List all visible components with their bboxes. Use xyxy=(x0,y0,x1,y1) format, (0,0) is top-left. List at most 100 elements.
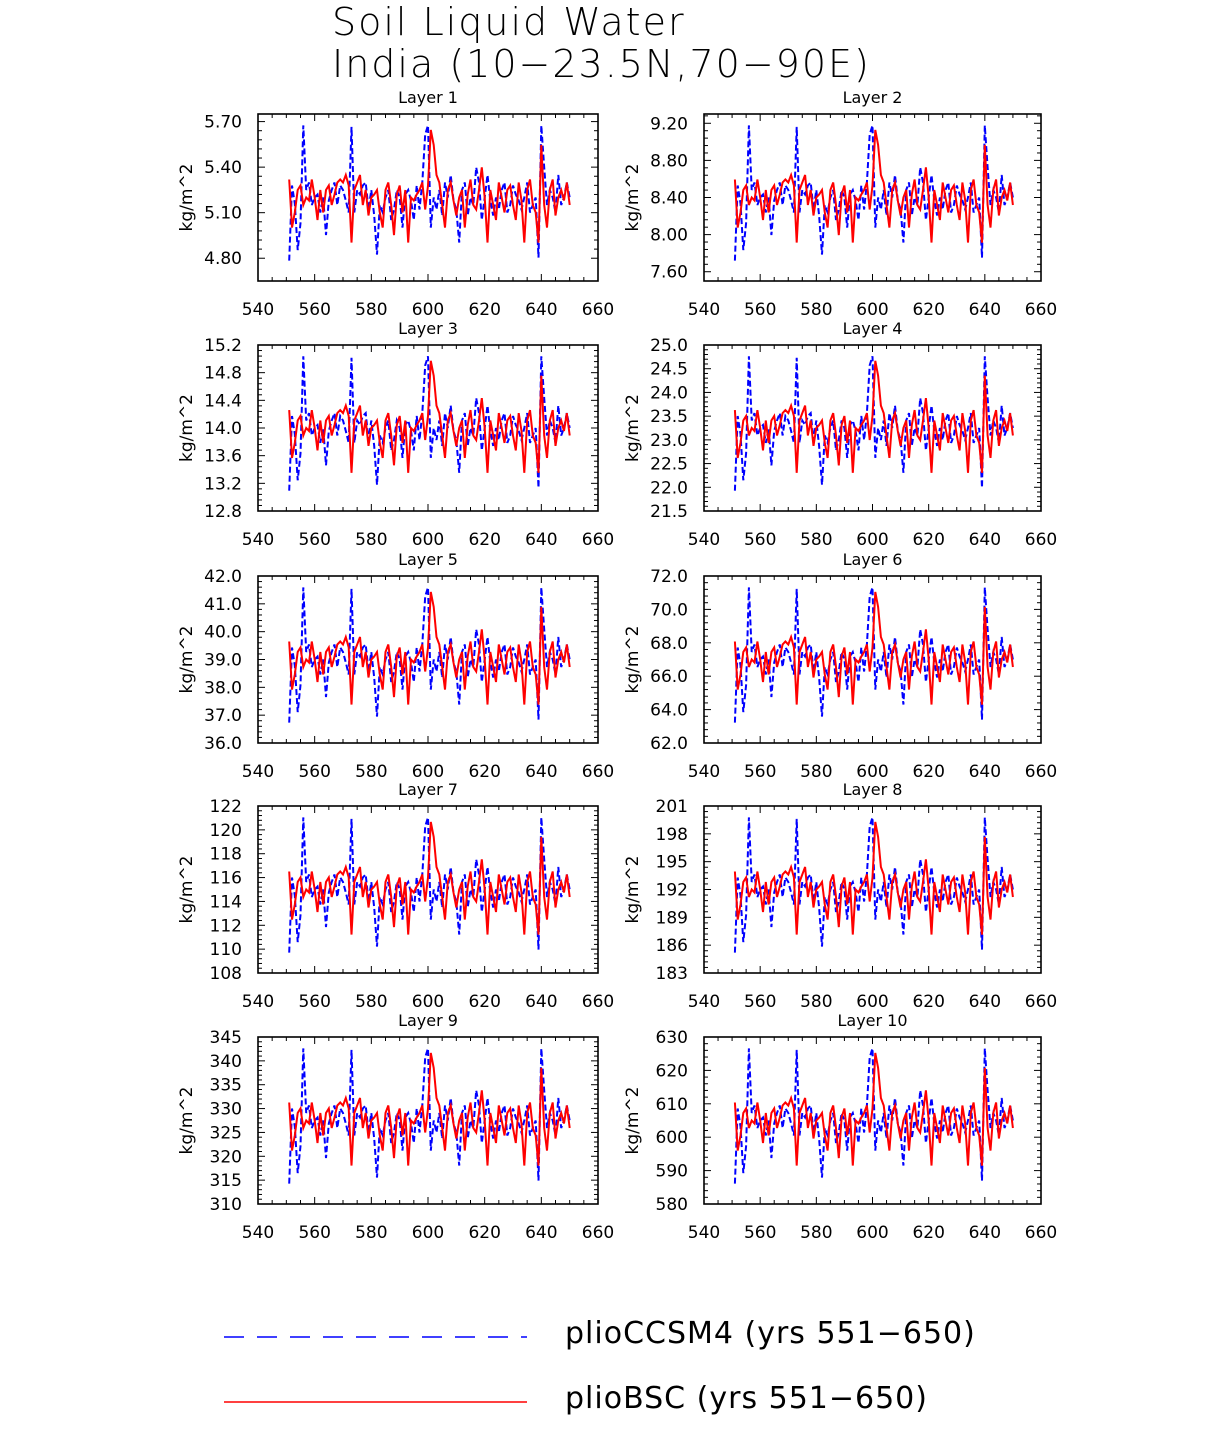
series-line-pliobsc xyxy=(288,1052,571,1166)
chart-panel-10: 540 560 580 600 620 640 660 580 590 600 610 620 630 L… xyxy=(623,1011,1057,1243)
x-tick-label: 560 xyxy=(298,992,330,1012)
y-tick-label: 62.0 xyxy=(650,734,688,754)
panel-title: Layer 10 xyxy=(837,1011,907,1030)
x-tick-label: 640 xyxy=(525,992,557,1012)
y-tick-label: 66.0 xyxy=(650,667,688,687)
y-tick-label: 122 xyxy=(210,797,242,817)
series-line-plioccsm4 xyxy=(733,356,1014,491)
x-tick-label: 660 xyxy=(1025,992,1057,1012)
y-axis-label: kg/m^2 xyxy=(623,1087,643,1155)
x-tick-label: 660 xyxy=(1025,1223,1057,1243)
chart-title-line-2: India (10−23.5N,70−90E) xyxy=(332,42,871,86)
x-tick-label: 620 xyxy=(912,300,944,320)
x-tick-label: 600 xyxy=(856,1223,888,1243)
y-tick-label: 108 xyxy=(210,964,242,984)
x-tick-label: 660 xyxy=(1025,762,1057,782)
y-tick-label: 118 xyxy=(210,845,242,865)
chart-panel-4: 540 560 580 600 620 640 660 21.5 22.0 22.5 23.0 23.… xyxy=(623,319,1057,550)
y-tick-label: 40.0 xyxy=(204,623,242,643)
x-tick-label: 540 xyxy=(688,530,720,550)
y-tick-label: 37.0 xyxy=(204,706,242,726)
panel-title: Layer 2 xyxy=(843,88,903,107)
series-line-pliobsc xyxy=(288,129,571,243)
x-tick-label: 660 xyxy=(1025,300,1057,320)
y-tick-label: 116 xyxy=(210,869,242,889)
x-tick-label: 620 xyxy=(912,1223,944,1243)
x-tick-label: 620 xyxy=(468,530,500,550)
x-tick-label: 600 xyxy=(856,530,888,550)
x-tick-label: 660 xyxy=(582,992,614,1012)
chart-panel-7: 540 560 580 600 620 640 660 108 110 112 114 116 118 1… xyxy=(177,780,614,1012)
series-line-pliobsc xyxy=(733,1052,1014,1166)
x-tick-label: 600 xyxy=(856,300,888,320)
panel-title: Layer 9 xyxy=(398,1011,458,1030)
y-tick-label: 21.5 xyxy=(650,502,688,522)
y-tick-label: 13.2 xyxy=(204,474,242,494)
x-tick-label: 640 xyxy=(525,1223,557,1243)
x-tick-label: 600 xyxy=(856,992,888,1012)
y-tick-label: 192 xyxy=(656,881,688,901)
panel-title: Layer 6 xyxy=(843,550,903,569)
x-tick-label: 560 xyxy=(298,1223,330,1243)
x-tick-label: 620 xyxy=(468,762,500,782)
y-tick-label: 24.0 xyxy=(650,383,688,403)
y-tick-label: 14.4 xyxy=(204,391,242,411)
x-tick-label: 540 xyxy=(242,1223,274,1243)
x-tick-label: 660 xyxy=(582,1223,614,1243)
y-axis-label: kg/m^2 xyxy=(623,164,643,232)
y-axis-label: kg/m^2 xyxy=(623,626,643,694)
x-tick-label: 660 xyxy=(582,300,614,320)
y-axis-label: kg/m^2 xyxy=(623,856,643,924)
y-tick-label: 110 xyxy=(210,940,242,960)
y-tick-label: 64.0 xyxy=(650,701,688,721)
x-tick-label: 620 xyxy=(912,530,944,550)
series-line-pliobsc xyxy=(733,360,1014,473)
x-tick-label: 640 xyxy=(969,530,1001,550)
chart-panel-6: 540 560 580 600 620 640 660 62.0 64.0 66.0 68.0 70.… xyxy=(623,550,1057,782)
x-tick-label: 560 xyxy=(298,530,330,550)
y-tick-label: 340 xyxy=(210,1052,242,1072)
panel-title: Layer 5 xyxy=(398,550,458,569)
y-tick-label: 5.40 xyxy=(204,158,242,178)
x-tick-label: 620 xyxy=(468,300,500,320)
y-tick-label: 112 xyxy=(210,916,242,936)
y-tick-label: 4.80 xyxy=(204,249,242,269)
series-line-pliobsc xyxy=(733,129,1014,243)
chart-panel-8: 540 560 580 600 620 640 660 183 186 189 192 195 198 2… xyxy=(623,780,1057,1012)
x-tick-label: 660 xyxy=(582,530,614,550)
y-tick-label: 345 xyxy=(210,1028,242,1048)
x-tick-label: 640 xyxy=(525,762,557,782)
chart-title-line-1: Soil Liquid Water xyxy=(332,0,686,44)
x-tick-label: 600 xyxy=(856,762,888,782)
y-tick-label: 120 xyxy=(210,821,242,841)
panel-title: Layer 7 xyxy=(398,780,458,799)
x-tick-label: 540 xyxy=(242,762,274,782)
y-tick-label: 201 xyxy=(656,797,688,817)
y-tick-label: 14.0 xyxy=(204,419,242,439)
y-tick-label: 22.5 xyxy=(650,455,688,475)
y-tick-label: 12.8 xyxy=(204,502,242,522)
series-line-pliobsc xyxy=(733,591,1014,705)
y-tick-label: 24.5 xyxy=(650,360,688,380)
y-tick-label: 23.0 xyxy=(650,431,688,451)
x-tick-label: 580 xyxy=(800,1223,832,1243)
y-tick-label: 36.0 xyxy=(204,734,242,754)
y-tick-label: 8.40 xyxy=(650,189,688,209)
y-tick-label: 42.0 xyxy=(204,567,242,587)
x-tick-label: 540 xyxy=(242,300,274,320)
x-tick-label: 620 xyxy=(468,1223,500,1243)
panel-title: Layer 1 xyxy=(398,88,458,107)
x-tick-label: 640 xyxy=(525,300,557,320)
y-tick-label: 8.80 xyxy=(650,151,688,171)
y-tick-label: 315 xyxy=(210,1171,242,1191)
x-tick-label: 640 xyxy=(969,762,1001,782)
panel-title: Layer 8 xyxy=(843,780,903,799)
y-axis-label: kg/m^2 xyxy=(177,164,197,232)
x-tick-label: 600 xyxy=(412,530,444,550)
x-tick-label: 580 xyxy=(355,300,387,320)
x-tick-label: 560 xyxy=(744,1223,776,1243)
x-tick-label: 560 xyxy=(298,300,330,320)
y-axis-label: kg/m^2 xyxy=(177,394,197,462)
panel-title: Layer 4 xyxy=(843,319,903,338)
y-tick-label: 38.0 xyxy=(204,678,242,698)
